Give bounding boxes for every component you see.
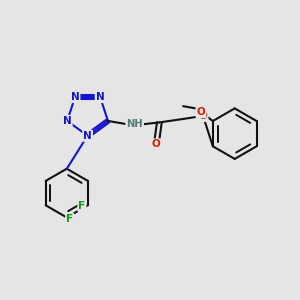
Text: N: N <box>70 92 80 102</box>
Text: O: O <box>196 107 205 117</box>
Text: F: F <box>78 201 85 211</box>
Text: F: F <box>66 214 73 224</box>
Text: N: N <box>83 131 92 141</box>
Text: N: N <box>96 92 104 102</box>
Text: NH: NH <box>126 119 143 129</box>
Text: O: O <box>199 111 207 121</box>
Text: N: N <box>63 116 72 126</box>
Text: O: O <box>152 140 160 149</box>
